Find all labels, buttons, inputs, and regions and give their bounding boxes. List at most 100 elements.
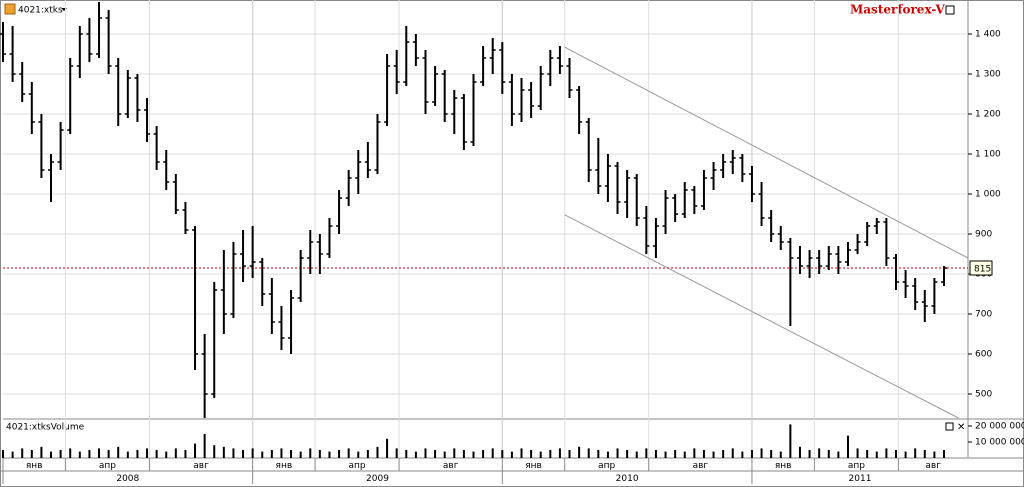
volume-bar <box>117 446 120 458</box>
volume-bar <box>549 450 552 458</box>
volume-bar <box>146 448 149 458</box>
trend-line <box>564 46 969 259</box>
volume-bar <box>798 446 801 458</box>
volume-bar <box>424 448 427 458</box>
y-tick-label: 1 300 <box>975 70 1001 80</box>
volume-bar <box>597 450 600 458</box>
volume-bar <box>683 451 686 458</box>
volume-bar <box>395 448 398 458</box>
volume-bar <box>2 450 4 458</box>
y-tick-label: 1 400 <box>975 30 1001 40</box>
x-tick-label: авг <box>693 461 709 471</box>
volume-bar <box>635 451 638 458</box>
volume-bar <box>386 438 389 458</box>
y-tick-label: 1 000 <box>975 190 1001 200</box>
volume-bar <box>88 450 91 458</box>
last-price-label: 815 <box>974 265 991 275</box>
volume-maximize[interactable] <box>945 422 954 431</box>
volume-bar <box>414 451 417 458</box>
volume-bar <box>741 451 744 458</box>
volume-tick-label: 10 000 000 <box>975 438 1024 448</box>
volume-bar <box>309 448 312 458</box>
volume-bar <box>942 450 945 458</box>
volume-bar <box>376 446 379 458</box>
volume-bar <box>750 450 753 458</box>
x-tick-label: апр <box>598 461 615 471</box>
year-label: 2010 <box>616 474 639 484</box>
volume-bar <box>770 450 773 458</box>
volume-bar <box>846 435 849 458</box>
volume-bar <box>50 451 53 458</box>
volume-bar <box>530 450 533 458</box>
y-tick-label: 500 <box>975 390 992 400</box>
volume-bar <box>280 448 283 458</box>
volume-bar <box>606 451 609 458</box>
x-tick-label: янв <box>775 461 792 471</box>
x-tick-label: апр <box>848 461 865 471</box>
volume-bar <box>290 450 293 458</box>
last-price-box <box>969 260 993 276</box>
volume-bar <box>558 448 561 458</box>
volume-bar <box>318 450 321 458</box>
volume-bar <box>357 451 360 458</box>
x-tick-label: янв <box>525 461 542 471</box>
volume-bar <box>136 450 139 458</box>
volume-bar <box>261 451 264 458</box>
volume-bar <box>194 443 197 458</box>
volume-bar <box>856 448 859 458</box>
volume-bar <box>184 450 187 458</box>
volume-bar <box>30 450 33 458</box>
volume-bar <box>616 448 619 458</box>
year-label: 2009 <box>366 474 389 484</box>
volume-bar <box>232 448 235 458</box>
volume-bar <box>664 451 667 458</box>
volume-bar <box>251 448 254 458</box>
volume-close[interactable]: ✕ <box>957 422 965 433</box>
y-tick-label: 700 <box>975 310 992 320</box>
y-tick-label: 1 100 <box>975 150 1001 160</box>
year-label: 2008 <box>116 474 139 484</box>
x-tick-label: авг <box>193 461 209 471</box>
x-tick-label: апр <box>349 461 366 471</box>
volume-bar <box>165 451 168 458</box>
volume-bar <box>270 450 273 458</box>
volume-bar <box>338 450 341 458</box>
volume-bar <box>40 446 43 458</box>
volume-bar <box>59 450 62 458</box>
trend-line <box>564 214 959 419</box>
volume-bar <box>242 450 245 458</box>
volume-bar <box>875 451 878 458</box>
volume-bar <box>904 451 907 458</box>
volume-bar <box>299 451 302 458</box>
volume-bar <box>174 448 177 458</box>
volume-bar <box>155 450 158 458</box>
volume-bar <box>894 450 897 458</box>
volume-bar <box>126 451 129 458</box>
volume-bar <box>933 451 936 458</box>
volume-bar <box>107 450 110 458</box>
x-tick-label: авг <box>925 461 941 471</box>
volume-bar <box>203 434 206 458</box>
symbol-title[interactable]: 4021:xtks <box>18 6 63 16</box>
volume-bar <box>923 450 926 458</box>
volume-bar <box>443 451 446 458</box>
volume-bar <box>462 450 465 458</box>
x-tick-label: янв <box>26 461 43 471</box>
volume-bar <box>222 446 225 458</box>
volume-bar <box>789 424 792 458</box>
volume-bar <box>520 448 523 458</box>
volume-bar <box>702 450 705 458</box>
volume-bar <box>482 450 485 458</box>
volume-bar <box>827 450 830 458</box>
symbol-icon <box>4 3 16 15</box>
maximize-button[interactable] <box>945 5 955 15</box>
year-label: 2011 <box>849 474 872 484</box>
volume-bar <box>539 451 542 458</box>
y-tick-label: 600 <box>975 350 992 360</box>
volume-bar <box>501 450 504 458</box>
volume-bar <box>722 450 725 458</box>
volume-bar <box>731 448 734 458</box>
